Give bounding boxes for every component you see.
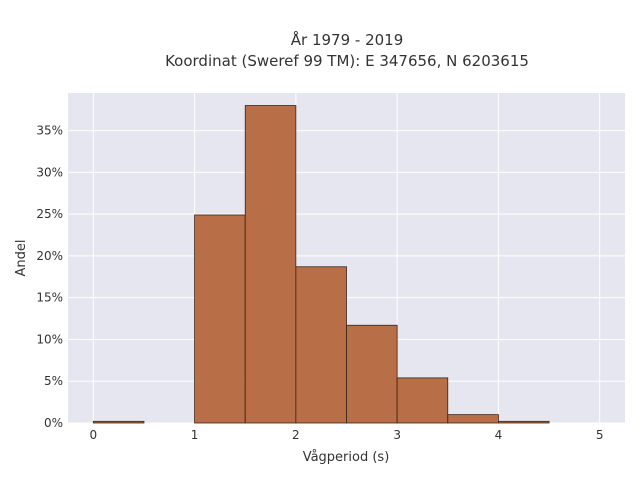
histogram-bar: [244, 105, 297, 424]
y-tick-label: 35%: [36, 124, 63, 138]
x-tick-label: 2: [292, 428, 300, 442]
x-tick-label: 3: [393, 428, 401, 442]
histogram-bar: [396, 377, 449, 424]
histogram-bar: [447, 414, 499, 424]
x-tick-label: 5: [596, 428, 604, 442]
x-tick-label: 4: [495, 428, 503, 442]
x-tick-label: 1: [191, 428, 199, 442]
histogram-bar: [92, 420, 145, 424]
chart-title-line2: Koordinat (Sweref 99 TM): E 347656, N 62…: [165, 52, 529, 70]
histogram-bar: [346, 324, 398, 424]
histogram-bar: [498, 420, 550, 424]
y-tick-label: 5%: [44, 374, 63, 388]
y-tick-label: 0%: [44, 416, 63, 430]
x-axis-ticks: 0 1 2 3 4 5: [89, 428, 603, 442]
y-tick-label: 10%: [36, 332, 63, 346]
x-axis-label: Vågperiod (s): [303, 450, 390, 465]
chart-title-line1: År 1979 - 2019: [291, 30, 404, 49]
y-tick-label: 25%: [36, 207, 63, 221]
y-tick-label: 30%: [36, 165, 63, 179]
y-axis-label: Andel: [14, 240, 29, 277]
y-tick-label: 20%: [36, 249, 63, 263]
x-tick-label: 0: [89, 428, 97, 442]
y-axis-ticks: 0% 5% 10% 15% 20% 25% 30% 35%: [36, 124, 63, 430]
bars: [92, 105, 550, 424]
histogram-bar: [194, 214, 246, 424]
y-tick-label: 15%: [36, 291, 63, 305]
histogram-bar: [295, 266, 347, 424]
